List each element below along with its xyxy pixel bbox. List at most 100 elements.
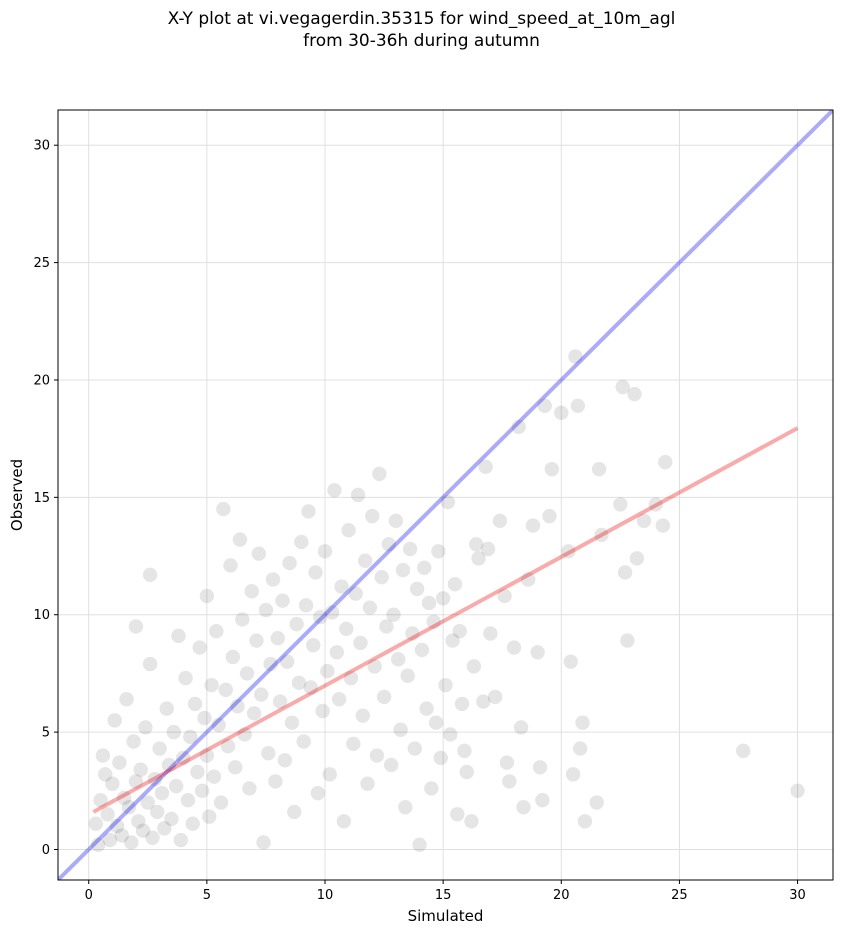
data-point xyxy=(114,828,129,843)
data-point xyxy=(168,778,184,794)
data-point xyxy=(506,640,522,655)
data-point xyxy=(613,497,628,512)
data-point xyxy=(591,461,607,477)
data-point xyxy=(360,776,375,791)
data-point xyxy=(568,349,583,364)
identity-line xyxy=(58,110,833,880)
data-point xyxy=(398,800,413,815)
data-point xyxy=(310,785,326,801)
data-point xyxy=(440,494,456,510)
data-point xyxy=(275,593,290,608)
data-point xyxy=(317,544,333,559)
data-point xyxy=(655,518,671,533)
data-point xyxy=(417,560,432,575)
data-point xyxy=(147,771,163,787)
data-point xyxy=(372,466,387,482)
data-point xyxy=(790,783,805,798)
data-point xyxy=(109,818,125,834)
data-point xyxy=(204,677,219,693)
data-point xyxy=(152,741,167,756)
data-point xyxy=(298,598,314,613)
data-point xyxy=(421,595,437,611)
data-point xyxy=(244,584,259,599)
data-point xyxy=(471,551,486,566)
y-tick-label: 20 xyxy=(33,373,50,388)
data-point xyxy=(102,832,118,848)
data-point xyxy=(615,379,630,395)
data-point xyxy=(230,699,245,714)
data-point xyxy=(594,527,609,543)
chart-title-line-1: X-Y plot at vi.vegagerdin.35315 for wind… xyxy=(167,9,676,29)
data-point xyxy=(206,769,222,784)
data-point xyxy=(261,746,276,761)
data-point xyxy=(161,757,177,773)
x-tick-label: 10 xyxy=(317,888,334,903)
points-layer xyxy=(88,349,805,852)
data-point xyxy=(185,816,200,831)
data-point xyxy=(516,800,531,815)
data-point xyxy=(483,626,498,641)
data-point xyxy=(190,764,205,780)
data-point xyxy=(492,513,508,529)
data-point xyxy=(426,614,441,629)
data-point xyxy=(126,734,141,749)
data-point xyxy=(346,736,361,752)
data-point xyxy=(447,577,463,592)
data-point xyxy=(402,541,418,557)
data-point xyxy=(424,781,439,796)
ticks-layer: 0 5 10 15 20 25 30 0 5 10 15 20 25 30 xyxy=(33,139,805,903)
data-point xyxy=(367,659,382,674)
data-point xyxy=(339,621,354,637)
data-point xyxy=(362,600,378,615)
plot-frame xyxy=(57,109,834,881)
y-axis-label: Observed xyxy=(8,459,26,531)
data-point xyxy=(256,835,271,850)
data-point xyxy=(128,774,144,789)
data-point xyxy=(445,633,460,648)
data-point xyxy=(336,814,352,829)
data-point xyxy=(124,835,139,850)
data-point xyxy=(443,727,458,742)
data-point xyxy=(135,823,151,838)
data-point xyxy=(355,708,371,723)
data-point xyxy=(334,579,349,594)
data-point xyxy=(213,795,229,810)
chart-title-line-2: from 30-36h during autumn xyxy=(303,31,540,51)
data-point xyxy=(343,670,359,686)
data-point xyxy=(542,508,557,524)
data-point xyxy=(353,635,368,651)
data-point xyxy=(313,609,328,625)
x-tick-label: 15 xyxy=(435,888,452,903)
data-point xyxy=(305,638,321,653)
data-point xyxy=(331,692,347,707)
data-point xyxy=(93,792,108,808)
data-point xyxy=(223,558,238,573)
data-point xyxy=(577,814,593,829)
data-point xyxy=(128,619,144,634)
data-point xyxy=(315,703,330,719)
data-point xyxy=(431,544,446,559)
data-point xyxy=(235,612,250,627)
data-point xyxy=(452,623,467,639)
data-point xyxy=(140,795,155,810)
data-point xyxy=(535,792,550,808)
data-point xyxy=(629,551,645,566)
data-point xyxy=(570,398,586,413)
x-tick-label: 25 xyxy=(671,888,688,903)
data-point xyxy=(454,696,470,712)
data-point xyxy=(617,565,633,580)
data-point xyxy=(459,764,474,780)
data-point xyxy=(736,743,751,759)
data-point xyxy=(324,605,340,620)
data-point xyxy=(246,706,262,721)
data-point xyxy=(287,804,302,820)
data-point xyxy=(561,544,576,559)
data-point xyxy=(237,727,252,742)
data-point xyxy=(228,760,243,775)
data-point xyxy=(279,654,295,669)
data-point xyxy=(419,701,434,716)
data-point xyxy=(648,497,663,512)
data-point xyxy=(511,419,526,435)
y-tick-label: 30 xyxy=(33,139,50,154)
